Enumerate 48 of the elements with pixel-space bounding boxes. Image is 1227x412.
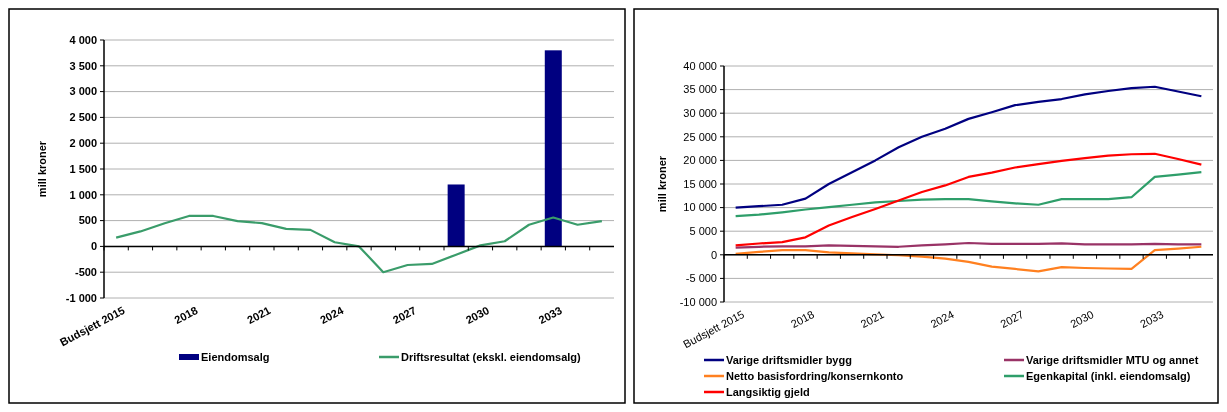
- x-tick-label: 2024: [928, 307, 956, 331]
- y-tick-label: -5 000: [685, 272, 717, 285]
- legend-label: Netto basisfordring/konsernkonto: [726, 369, 904, 382]
- y-axis-title: mill kroner: [36, 140, 48, 198]
- y-tick-label: -500: [74, 266, 97, 279]
- y-tick-label: 25 000: [683, 130, 717, 143]
- y-tick-label: 3 000: [69, 85, 97, 98]
- y-tick-label: 5 000: [689, 225, 717, 238]
- y-tick-label: 2 500: [69, 111, 97, 124]
- x-tick-label: 2033: [536, 303, 564, 327]
- y-axis-title: mill kroner: [656, 155, 668, 213]
- y-tick-label: 20 000: [683, 154, 717, 167]
- legend-label: Eiendomsalg: [201, 350, 270, 363]
- y-tick-label: 3 500: [69, 59, 97, 72]
- y-tick-label: 1 000: [69, 188, 97, 201]
- legend-label: Langsiktig gjeld: [726, 385, 810, 398]
- y-tick-label: 2 000: [69, 137, 97, 150]
- x-tick-label: 2030: [463, 303, 491, 327]
- legend-label: Varige driftsmidler MTU og annet: [1026, 353, 1199, 366]
- y-tick-label: 15 000: [683, 177, 717, 190]
- x-tick-label: 2021: [858, 307, 886, 331]
- line-series: [734, 152, 1203, 247]
- y-tick-label: -10 000: [679, 295, 717, 308]
- x-tick-label: 2021: [245, 303, 273, 327]
- x-tick-label: 2033: [1138, 307, 1166, 331]
- y-tick-label: 30 000: [683, 107, 717, 120]
- y-tick-label: 40 000: [683, 59, 717, 72]
- line-series: [115, 214, 603, 274]
- y-tick-label: -1 000: [65, 291, 97, 304]
- x-tick-label: 2018: [172, 303, 200, 327]
- y-tick-label: 0: [90, 240, 97, 253]
- legend-label: Egenkapital (inkl. eiendomsalg): [1026, 369, 1191, 382]
- y-tick-label: 4 000: [69, 33, 97, 46]
- x-tick-label: 2024: [318, 303, 347, 327]
- y-tick-label: 10 000: [683, 201, 717, 214]
- line-series: [734, 245, 1203, 273]
- x-tick-label: 2018: [788, 307, 817, 331]
- x-tick-label: 2030: [1068, 307, 1096, 331]
- y-tick-label: 500: [78, 214, 97, 227]
- legend-label: Varige driftsmidler bygg: [726, 353, 852, 366]
- x-tick-label: 2027: [998, 307, 1026, 331]
- line-series: [734, 171, 1203, 218]
- legend-label: Driftsresultat (ekskl. eiendomsalg): [401, 350, 582, 363]
- y-tick-label: 1 500: [69, 162, 97, 175]
- line-series: [734, 85, 1203, 209]
- y-tick-label: 35 000: [683, 83, 717, 96]
- x-tick-label: 2027: [390, 303, 419, 327]
- y-tick-label: 0: [710, 248, 717, 261]
